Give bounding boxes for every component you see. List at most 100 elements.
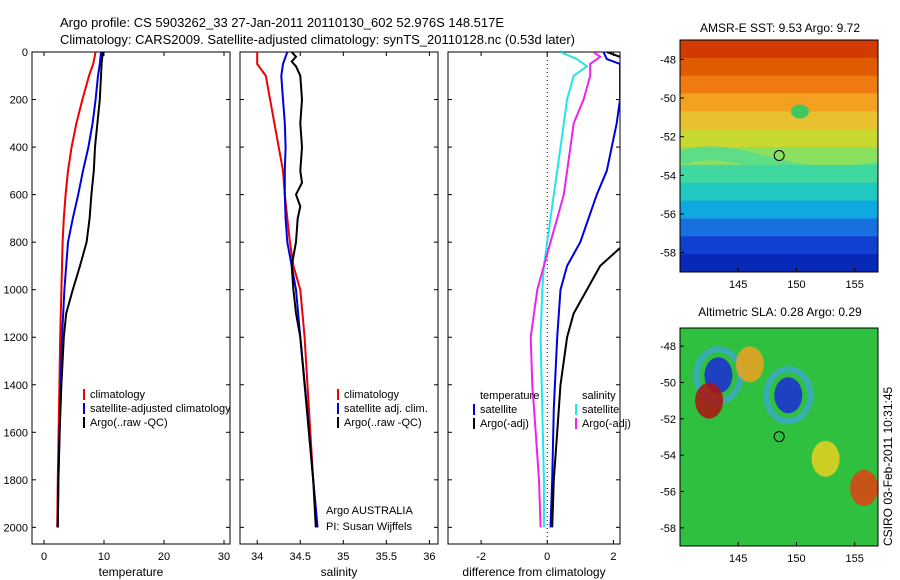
x-tick-label: 34.5 [290, 551, 311, 563]
series-group [56, 52, 104, 528]
x-tick-label: 34 [251, 551, 263, 563]
x-tick-label: 150 [787, 279, 805, 291]
legend-group-title: salinity [582, 390, 616, 402]
x-tick-label: 0 [41, 551, 47, 563]
sst-map-title: AMSR-E SST: 9.53 Argo: 9.72 [700, 21, 860, 35]
x-tick-label: 30 [218, 551, 230, 563]
series-group [256, 52, 319, 528]
legend-label: satellite adj. clim. [344, 403, 428, 415]
sla-low [774, 377, 803, 414]
series-group [529, 52, 620, 528]
legend-label: climatology [90, 389, 146, 401]
sst-band [680, 218, 878, 238]
legend-label: Argo(-adj) [480, 418, 529, 430]
y-tick-label: -48 [660, 54, 676, 66]
series-line [56, 52, 102, 528]
legend-label: Argo(..raw -QC) [344, 417, 422, 429]
y-tick-label: 1600 [4, 427, 28, 439]
y-tick-label: 1400 [4, 380, 28, 392]
legend-label: climatology [344, 389, 400, 401]
legend-label: Argo(-adj) [582, 418, 631, 430]
x-tick-label: 155 [846, 279, 864, 291]
sst-band [680, 57, 878, 77]
sst-band [680, 182, 878, 202]
temperature-plot: 0 200 400 600 800 1000 1200 1400 1600 1800 2000 0 10… [4, 47, 232, 579]
difference-plot: -2 0 2 difference from climatology temperatu… [448, 51, 631, 579]
argo-position-marker [773, 150, 785, 162]
x-tick-label: 150 [787, 553, 805, 565]
argo-australia-label: Argo AUSTRALIA [326, 505, 413, 517]
x-tick-label: 35 [337, 551, 349, 563]
series-line [539, 52, 589, 528]
x-axis-label: temperature [99, 565, 164, 579]
argo-position-marker [773, 431, 785, 443]
sla-map: 145 150 155 -48 -50 -52 -54 -56 -58 [660, 328, 878, 565]
sst-band [680, 200, 878, 220]
sst-band [680, 129, 878, 149]
y-tick-label: 1800 [4, 475, 28, 487]
y-tick-label: -50 [660, 378, 676, 390]
y-tick-label: 2000 [4, 522, 28, 534]
y-tick-label: -56 [660, 487, 676, 499]
x-tick-label: 155 [846, 553, 864, 565]
x-axis-label: salinity [321, 565, 358, 579]
sst-band [680, 236, 878, 256]
sla-high [811, 440, 840, 477]
map-field [680, 40, 878, 272]
sla-high [735, 346, 764, 383]
series-line [529, 52, 602, 528]
sst-map-frame [679, 39, 879, 273]
sst-band [680, 254, 878, 272]
legend-label: Argo(..raw -QC) [90, 417, 168, 429]
salinity-plot: 34 34.5 35 35.5 36 salinity climatology satelli… [240, 51, 438, 579]
difference-axes-frame [447, 51, 621, 545]
series-line [551, 52, 620, 528]
y-tick-label: 1000 [4, 285, 28, 297]
legend-group-title: temperature [480, 390, 539, 402]
y-tick-label: -54 [660, 170, 676, 182]
sla-ring [763, 366, 814, 425]
series-line [56, 52, 104, 528]
sst-band [680, 75, 878, 95]
y-tick-label: -52 [660, 132, 676, 144]
sla-map-frame [679, 327, 879, 547]
credit-label: CSIRO 03-Feb-2011 10:31:45 [881, 386, 895, 546]
x-tick-label: 10 [98, 551, 110, 563]
pi-label: PI: Susan Wijffels [326, 521, 412, 533]
y-tick-label: 600 [10, 190, 28, 202]
temperature-axes-frame [31, 51, 231, 545]
y-tick-label: 200 [10, 95, 28, 107]
sla-high [850, 469, 878, 506]
x-tick-label: 36 [423, 551, 435, 563]
sst-map: 145 150 155 -48 -50 -52 -54 -56 -58 [660, 40, 878, 291]
x-tick-label: 2 [610, 551, 616, 563]
y-tick-label: 400 [10, 142, 28, 154]
sla-high [695, 382, 724, 419]
y-tick-label: -56 [660, 209, 676, 221]
figure-title-line-2: Climatology: CARS2009. Satellite-adjuste… [60, 32, 575, 47]
y-tick-label: 1200 [4, 332, 28, 344]
series-line [290, 52, 317, 528]
sst-front [680, 146, 878, 181]
series-line [256, 52, 319, 528]
x-tick-label: 0 [544, 551, 550, 563]
figure-title-line-1: Argo profile: CS 5903262_33 27-Jan-2011 … [60, 15, 504, 30]
y-tick-label: -50 [660, 93, 676, 105]
legend-label: satellite [480, 404, 517, 416]
x-axis-label: difference from climatology [462, 565, 605, 579]
x-tick-label: -2 [476, 551, 486, 563]
y-tick-label: -54 [660, 450, 676, 462]
x-tick-label: 145 [729, 553, 747, 565]
y-tick-label: -58 [660, 248, 676, 260]
y-tick-label: 0 [22, 47, 28, 59]
sst-band [680, 93, 878, 113]
series-line [56, 52, 97, 528]
legend-label: satellite [582, 404, 619, 416]
y-tick-label: -58 [660, 523, 676, 535]
salinity-axes-frame [239, 51, 439, 545]
legend-label: satellite-adjusted climatology [90, 403, 231, 415]
sst-eddy [790, 104, 809, 119]
y-tick-label: -52 [660, 414, 676, 426]
x-tick-label: 20 [158, 551, 170, 563]
